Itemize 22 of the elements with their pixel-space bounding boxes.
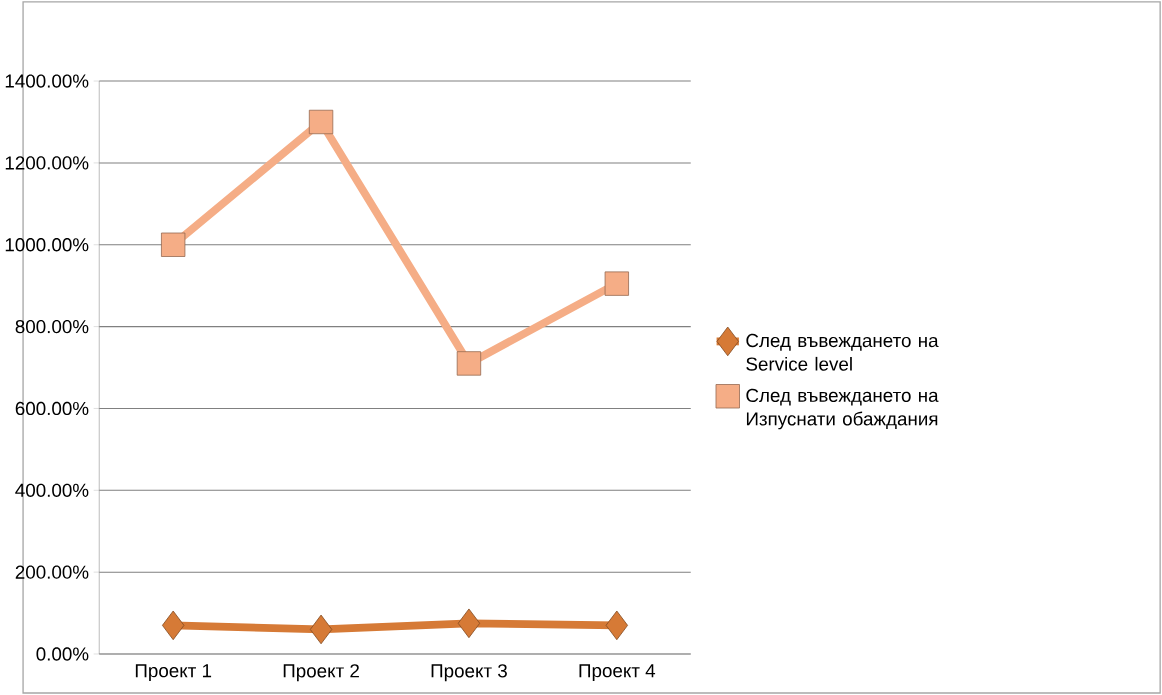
point <box>604 271 629 296</box>
x-tick-label: Проект 4 <box>579 664 656 682</box>
x-tick-label: Проект 3 <box>431 664 507 682</box>
y-tick-label: 200.00% <box>15 565 89 579</box>
point <box>456 351 482 376</box>
y-tick-label: 1400.00% <box>5 74 89 88</box>
point <box>605 610 628 641</box>
y-tick-label: 600.00% <box>15 401 89 416</box>
y-tick-label: 800.00% <box>15 320 89 334</box>
legend-label: След въвеждането на Service level <box>746 333 939 371</box>
y-tick-label: 1200.00% <box>5 156 89 170</box>
y-tick-label: 1000.00% <box>5 238 89 252</box>
point <box>457 608 481 639</box>
point <box>309 614 333 645</box>
point <box>161 232 186 257</box>
x-tick-label: Проект 2 <box>283 664 359 682</box>
x-tick-label: Проект 1 <box>135 664 212 682</box>
legend-label: След въвеждането на Изпуснати обаждания <box>746 388 939 430</box>
y-tick-label: 400.00% <box>15 483 89 498</box>
y-tick-label: 0.00% <box>36 647 89 661</box>
point <box>162 610 185 641</box>
point <box>308 109 334 135</box>
